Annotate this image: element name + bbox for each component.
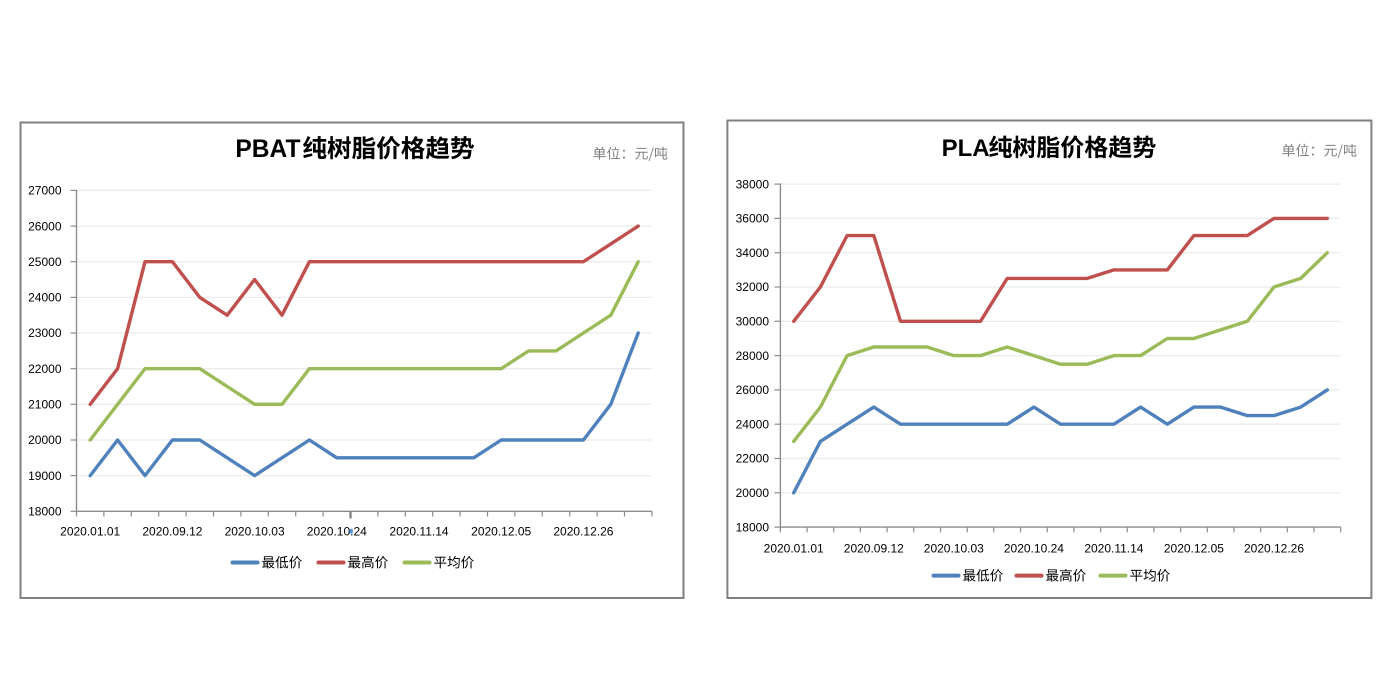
svg-text:2020.11.14: 2020.11.14 — [1084, 542, 1143, 556]
svg-text:24000: 24000 — [736, 417, 770, 431]
svg-text:34000: 34000 — [736, 246, 770, 260]
svg-text:23000: 23000 — [28, 326, 62, 340]
svg-text:19000: 19000 — [28, 469, 62, 483]
svg-text:24000: 24000 — [28, 291, 62, 305]
svg-text:2020.01.01: 2020.01.01 — [60, 525, 120, 539]
svg-text:22000: 22000 — [28, 362, 62, 376]
svg-text:2020.12.05: 2020.12.05 — [471, 525, 531, 539]
svg-text:28000: 28000 — [736, 349, 770, 363]
svg-text:25000: 25000 — [28, 255, 62, 269]
svg-text:20000: 20000 — [28, 433, 62, 447]
svg-text:2020.09.12: 2020.09.12 — [142, 525, 202, 539]
svg-text:22000: 22000 — [736, 452, 770, 466]
svg-text:18000: 18000 — [736, 520, 770, 534]
svg-text:21000: 21000 — [28, 398, 62, 412]
svg-text:2020.10.03: 2020.10.03 — [225, 525, 285, 539]
svg-text:PLA: PLA — [942, 135, 990, 162]
svg-text:2020.10.24: 2020.10.24 — [307, 525, 367, 539]
svg-text:30000: 30000 — [736, 315, 770, 329]
svg-text:36000: 36000 — [736, 212, 770, 226]
svg-text:18000: 18000 — [28, 505, 62, 519]
svg-text:2020.12.05: 2020.12.05 — [1164, 542, 1224, 556]
svg-text:2020.12.26: 2020.12.26 — [553, 525, 613, 539]
svg-text:20000: 20000 — [736, 486, 770, 500]
svg-text:2020.11.14: 2020.11.14 — [389, 525, 448, 539]
svg-text:2020.10.24: 2020.10.24 — [1004, 542, 1064, 556]
svg-text:2020.12.26: 2020.12.26 — [1244, 542, 1304, 556]
svg-text:38000: 38000 — [736, 177, 770, 191]
svg-text:32000: 32000 — [736, 280, 770, 294]
svg-text:27000: 27000 — [28, 184, 62, 198]
svg-text:26000: 26000 — [736, 383, 770, 397]
svg-text:2020.01.01: 2020.01.01 — [764, 542, 824, 556]
svg-text:2020.10.03: 2020.10.03 — [924, 542, 984, 556]
svg-text:PBAT: PBAT — [235, 136, 300, 163]
svg-text:2020.09.12: 2020.09.12 — [844, 542, 904, 556]
svg-text:26000: 26000 — [28, 219, 62, 233]
